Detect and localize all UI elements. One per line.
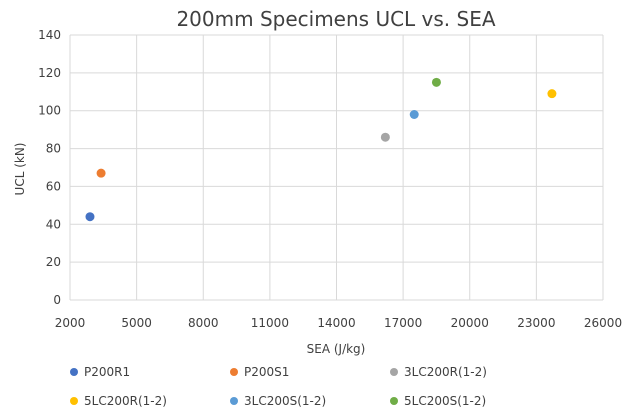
legend-label: P200S1 xyxy=(244,365,289,379)
data-point xyxy=(409,110,419,119)
legend-marker xyxy=(230,397,238,405)
gridlines xyxy=(69,34,604,301)
legend-label: 5LC200S(1-2) xyxy=(404,394,486,408)
legend: P200R1 P200S1 3LC200R(1-2) 5LC200R(1-2) 3LC2… xyxy=(70,365,487,408)
y-tick-label: 40 xyxy=(46,217,61,231)
legend-label: P200R1 xyxy=(84,365,130,379)
x-tick-label: 8000 xyxy=(188,316,219,330)
data-point xyxy=(547,89,557,99)
y-tick-label: 0 xyxy=(53,293,61,307)
chart-title: 200mm Specimens UCL vs. SEA xyxy=(176,7,495,31)
y-tick-label: 80 xyxy=(46,142,61,156)
legend-marker xyxy=(230,368,238,376)
y-tick-label: 120 xyxy=(38,66,61,80)
legend-label: 3LC200S(1-2) xyxy=(244,394,326,408)
y-tick-label: 20 xyxy=(46,255,61,269)
legend-marker xyxy=(70,368,78,376)
x-tick-label: 5000 xyxy=(121,316,152,330)
legend-label: 3LC200R(1-2) xyxy=(404,365,487,379)
legend-label: 5LC200R(1-2) xyxy=(84,394,167,408)
data-point xyxy=(380,132,390,142)
legend-marker xyxy=(390,368,398,376)
data-point xyxy=(96,168,106,178)
x-axis-ticks: 2000 5000 8000 11000 14000 17000 20000 23000 260… xyxy=(55,316,622,330)
legend-marker xyxy=(390,397,398,405)
data-points xyxy=(85,77,557,222)
y-tick-label: 60 xyxy=(46,179,61,193)
x-tick-label: 2000 xyxy=(55,316,86,330)
y-axis-label: UCL (kN) xyxy=(13,143,27,196)
x-tick-label: 20000 xyxy=(451,316,489,330)
legend-marker xyxy=(70,397,78,405)
y-tick-label: 140 xyxy=(38,28,61,42)
x-axis-label: SEA (J/kg) xyxy=(307,342,366,356)
x-tick-label: 26000 xyxy=(584,316,622,330)
y-axis-ticks: 0 20 40 60 80 100 120 140 xyxy=(38,28,61,307)
x-tick-label: 11000 xyxy=(251,316,289,330)
x-tick-label: 17000 xyxy=(384,316,422,330)
x-tick-label: 23000 xyxy=(517,316,555,330)
data-point xyxy=(85,212,95,222)
y-tick-label: 100 xyxy=(38,104,61,118)
x-tick-label: 14000 xyxy=(317,316,355,330)
data-point xyxy=(431,77,441,87)
